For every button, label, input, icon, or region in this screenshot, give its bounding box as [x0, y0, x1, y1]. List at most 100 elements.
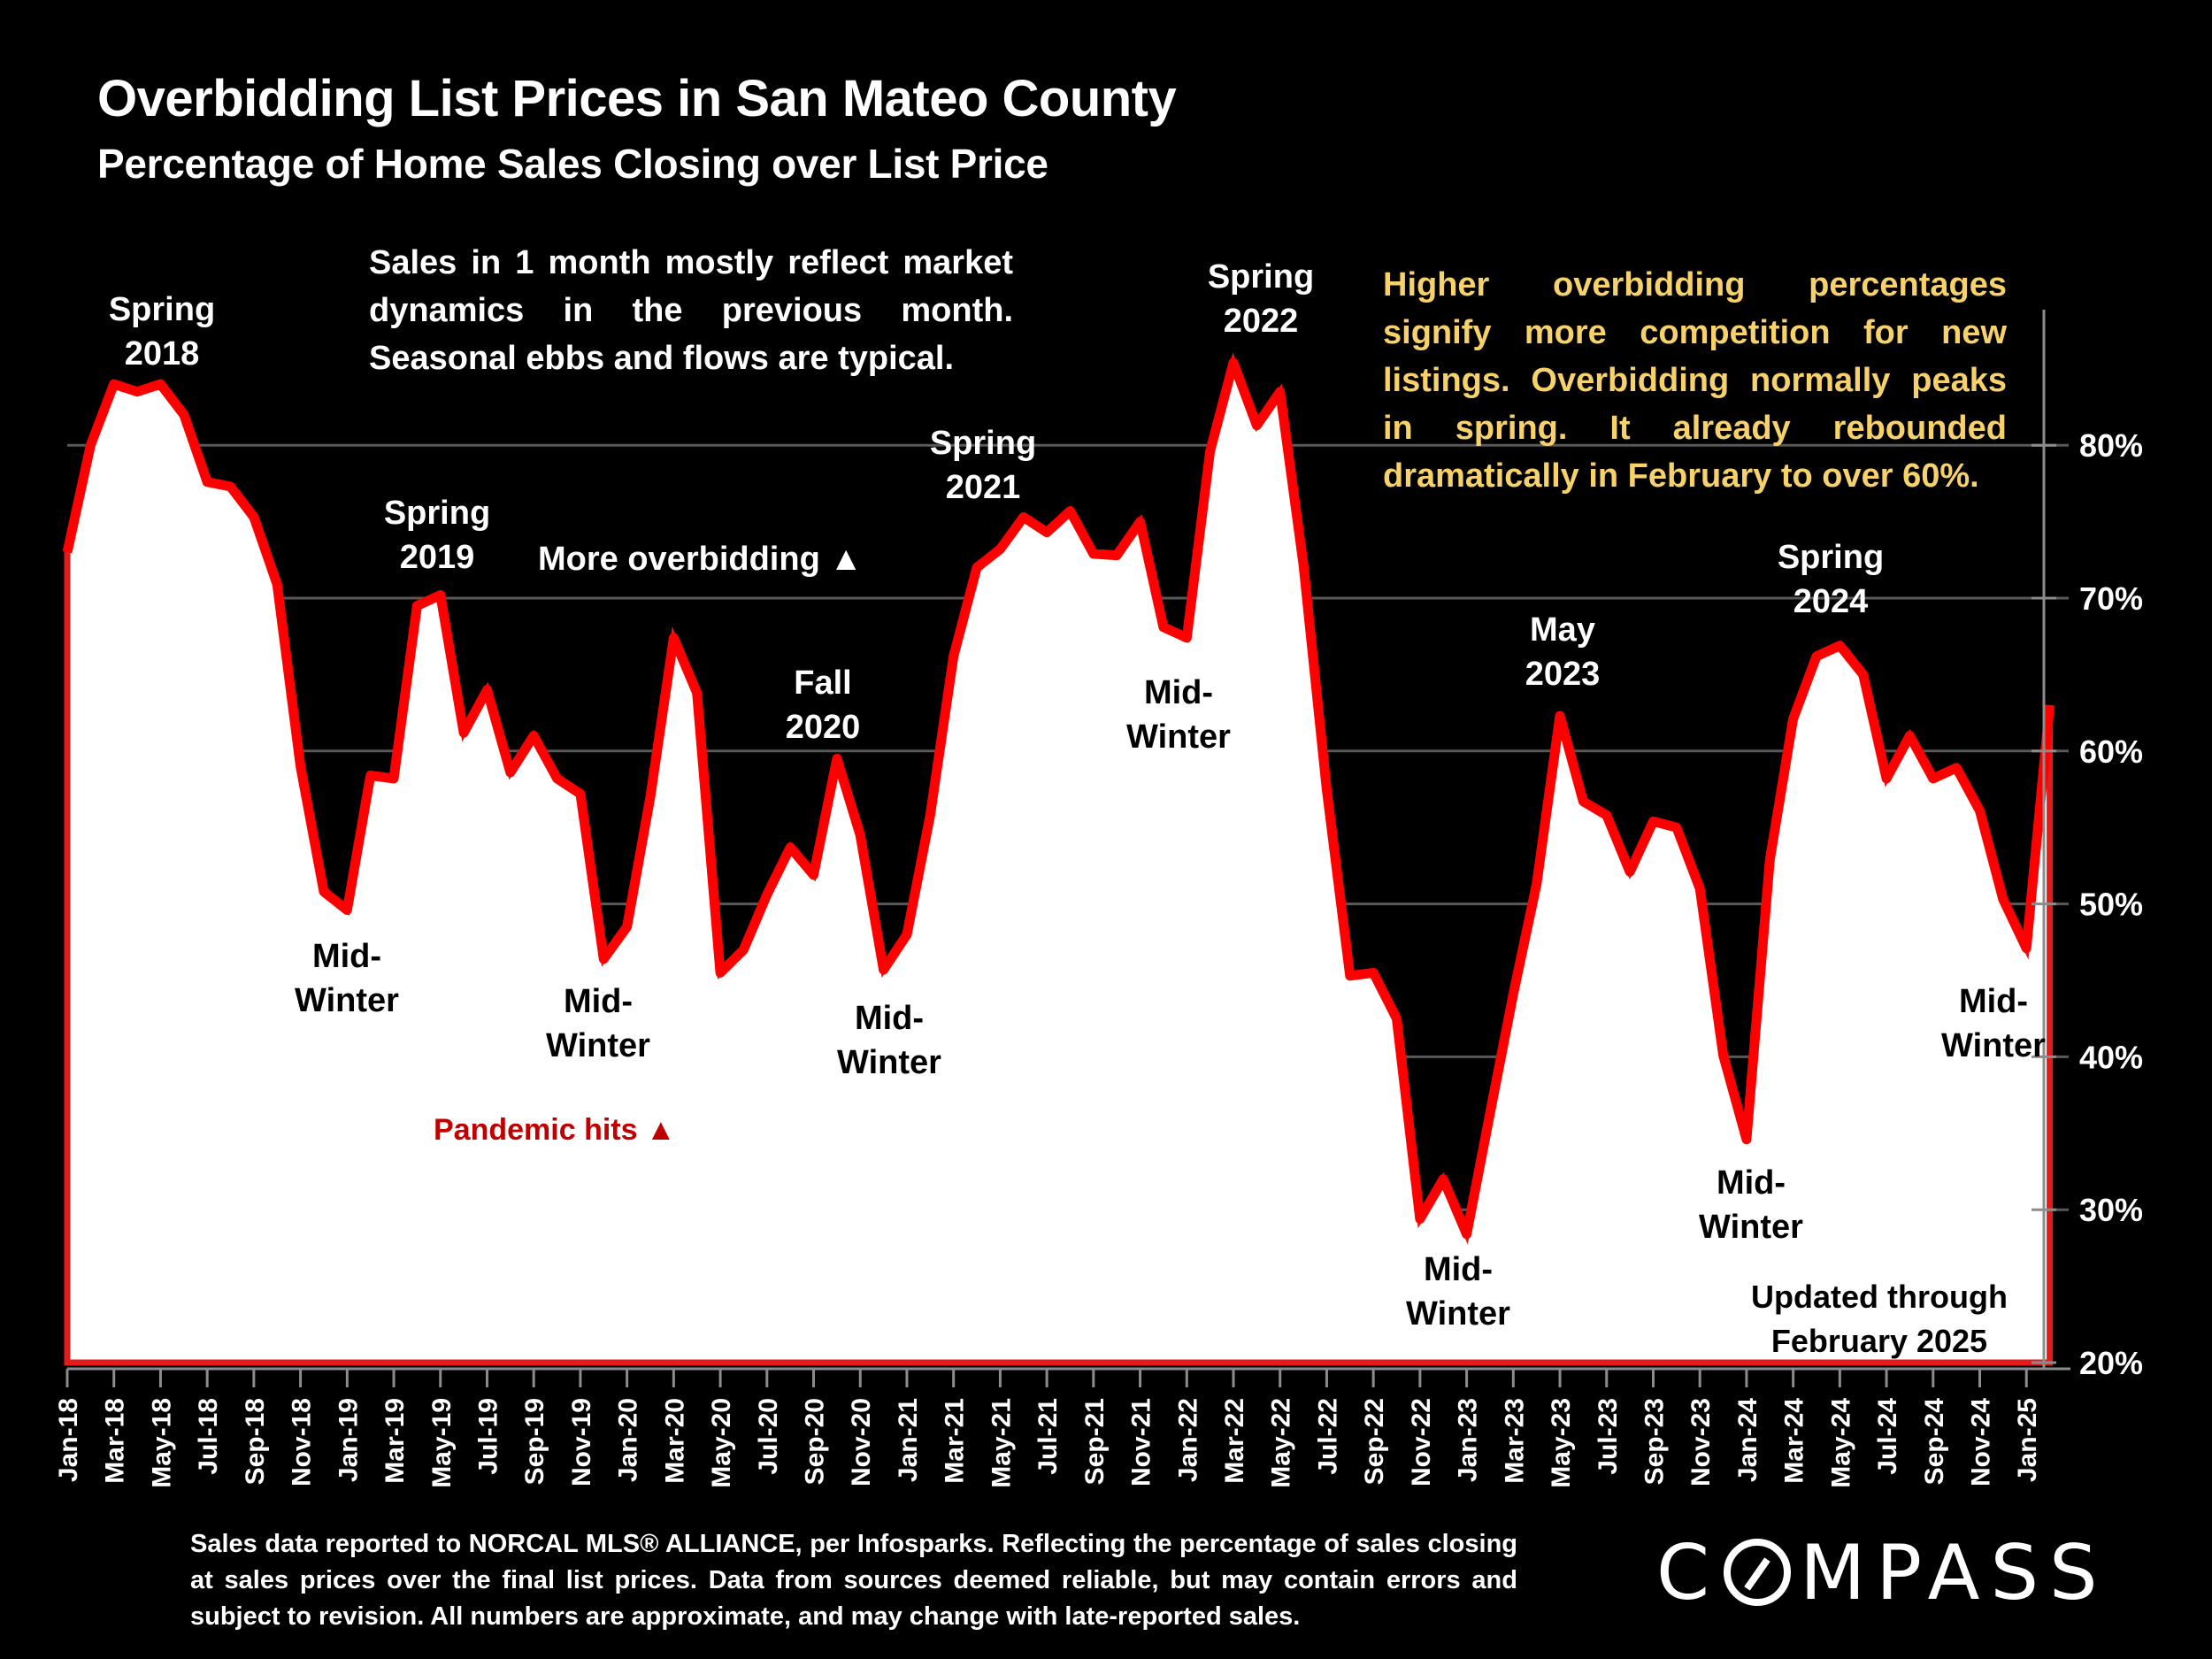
- annotation-pandemic-hits: Pandemic hits ▲: [434, 1113, 676, 1147]
- y-tick-label: 60%: [2079, 733, 2143, 770]
- annotation-spring-2018: Spring 2018: [109, 291, 215, 373]
- x-tick-label: May-23: [1547, 1398, 1576, 1488]
- data-point-Jul-20: [764, 891, 771, 898]
- x-tick-label: Mar-24: [1780, 1398, 1809, 1484]
- x-tick-label: Nov-21: [1127, 1398, 1156, 1486]
- annotation-spring-2022: Spring 2022: [1208, 258, 1314, 340]
- x-tick-label: Sep-23: [1640, 1398, 1669, 1485]
- data-point-Dec-21: [1160, 624, 1167, 631]
- x-tick-label: Jan-22: [1173, 1398, 1202, 1482]
- data-point-Jun-18: [180, 411, 188, 419]
- annotation-more-overbidding: More overbidding ▲: [538, 541, 863, 578]
- annotation-line: Spring: [384, 495, 490, 532]
- data-point-May-24: [1836, 642, 1843, 649]
- data-point-Dec-18: [320, 888, 327, 895]
- annotation-fall-2020: Fall 2020: [786, 664, 861, 746]
- footer-source-note: Sales data reported to NORCAL MLS® ALLIA…: [190, 1530, 1517, 1631]
- data-point-Apr-23: [1533, 880, 1540, 887]
- x-tick-label: Sep-20: [801, 1398, 830, 1485]
- x-tick-label: Sep-21: [1080, 1398, 1110, 1485]
- data-point-Sep-20: [810, 872, 818, 879]
- annotation-line: 2018: [125, 335, 200, 373]
- data-point-Jun-24: [1860, 671, 1867, 678]
- data-point-May-20: [717, 969, 724, 976]
- annotation-line: May: [1530, 611, 1595, 649]
- data-point-Dec-23: [1720, 1052, 1727, 1059]
- x-tick-label: Jul-19: [473, 1398, 503, 1475]
- x-tick-label: Jan-25: [2013, 1398, 2042, 1482]
- annotation-spring-2019: Spring 2019: [384, 495, 490, 576]
- logo-letter-c: C: [1656, 1529, 1721, 1617]
- annotation-line: Mid-: [1717, 1164, 1786, 1202]
- data-point-Jun-20: [740, 946, 747, 953]
- data-point-Sep-18: [250, 513, 257, 520]
- annotation-midwinter-2024: Mid- Winter: [1699, 1164, 1803, 1246]
- x-tick-label: Jul-21: [1033, 1398, 1063, 1475]
- data-point-Mar-18: [111, 380, 118, 388]
- x-tick-label: Nov-23: [1686, 1398, 1716, 1486]
- annotation-midwinter-2021: Mid- Winter: [837, 1000, 941, 1081]
- data-point-Apr-18: [134, 388, 141, 396]
- annotation-line: Spring: [1778, 539, 1884, 576]
- annotation-line: Spring: [930, 425, 1036, 462]
- annotation-line: Fall: [794, 664, 851, 702]
- x-tick-label: Jan-21: [894, 1398, 923, 1482]
- data-point-Aug-22: [1347, 972, 1354, 979]
- data-point-Mar-19: [390, 775, 397, 782]
- data-point-Oct-19: [554, 775, 561, 782]
- annotation-line: 2022: [1224, 303, 1299, 340]
- x-tick-label: Jul-24: [1873, 1398, 1902, 1475]
- x-tick-label: May-22: [1267, 1398, 1296, 1488]
- data-point-Jan-24: [1743, 1136, 1750, 1143]
- y-tick-label: 20%: [2079, 1345, 2143, 1381]
- annotation-line: More overbidding ▲: [538, 541, 863, 578]
- data-point-Apr-19: [413, 603, 420, 610]
- data-point-Jan-23: [1463, 1231, 1471, 1238]
- chart-title: Overbidding List Prices in San Mateo Cou…: [97, 70, 1177, 127]
- x-tick-label: May-24: [1826, 1398, 1855, 1488]
- annotation-spring-2024: Spring 2024: [1778, 539, 1884, 620]
- data-point-Apr-24: [1813, 653, 1820, 660]
- logo-rest: MPASS: [1800, 1529, 2108, 1617]
- data-point-Feb-18: [87, 442, 94, 449]
- data-point-Aug-20: [787, 844, 794, 851]
- y-tick-label: 80%: [2079, 427, 2143, 464]
- x-tick-label: Nov-19: [567, 1398, 596, 1486]
- x-tick-label: Sep-19: [520, 1398, 549, 1485]
- compass-o-icon: [1724, 1539, 1792, 1606]
- annotation-line: Winter: [837, 1044, 941, 1081]
- annotation-midwinter-2022: Mid- Winter: [1126, 674, 1231, 756]
- annotation-line: Mid-: [1424, 1251, 1493, 1288]
- data-point-Aug-24: [1906, 733, 1913, 740]
- data-point-Sep-23: [1649, 818, 1656, 825]
- data-point-Feb-20: [647, 794, 654, 801]
- data-point-Sep-21: [1090, 550, 1097, 557]
- data-point-Oct-20: [833, 755, 841, 762]
- compass-logo: C MPASS: [1656, 1529, 2108, 1617]
- data-point-Oct-21: [1113, 552, 1120, 559]
- data-point-Feb-23: [1486, 1110, 1494, 1117]
- x-tick-label: May-20: [707, 1398, 736, 1488]
- series-line: [62, 357, 2055, 1240]
- annotation-line: 2023: [1525, 656, 1601, 693]
- annotation-line: Mid-: [1144, 674, 1213, 711]
- data-point-Apr-20: [694, 689, 701, 696]
- annotation-line: Winter: [295, 982, 399, 1019]
- data-point-Feb-22: [1207, 448, 1214, 455]
- data-point-Nov-19: [577, 790, 584, 797]
- data-point-Jul-23: [1603, 811, 1610, 818]
- data-point-Dec-24: [2000, 895, 2007, 902]
- x-tick-label: Nov-24: [1967, 1398, 1996, 1486]
- data-point-Feb-24: [1766, 856, 1773, 863]
- x-tick-label: Jan-18: [54, 1398, 83, 1482]
- x-tick-label: May-21: [987, 1398, 1016, 1488]
- data-point-Nov-23: [1696, 885, 1703, 892]
- data-point-Oct-23: [1673, 824, 1680, 831]
- annotation-line: Mid-: [312, 938, 381, 975]
- y-axis-ticks: 20% 30% 40% 50% 60% 70% 80%: [2032, 427, 2143, 1381]
- data-point-Mar-22: [1230, 359, 1237, 366]
- annotation-line: Spring: [109, 291, 215, 328]
- data-point-Jan-22: [1183, 634, 1190, 641]
- x-tick-label: Sep-24: [1920, 1398, 1949, 1486]
